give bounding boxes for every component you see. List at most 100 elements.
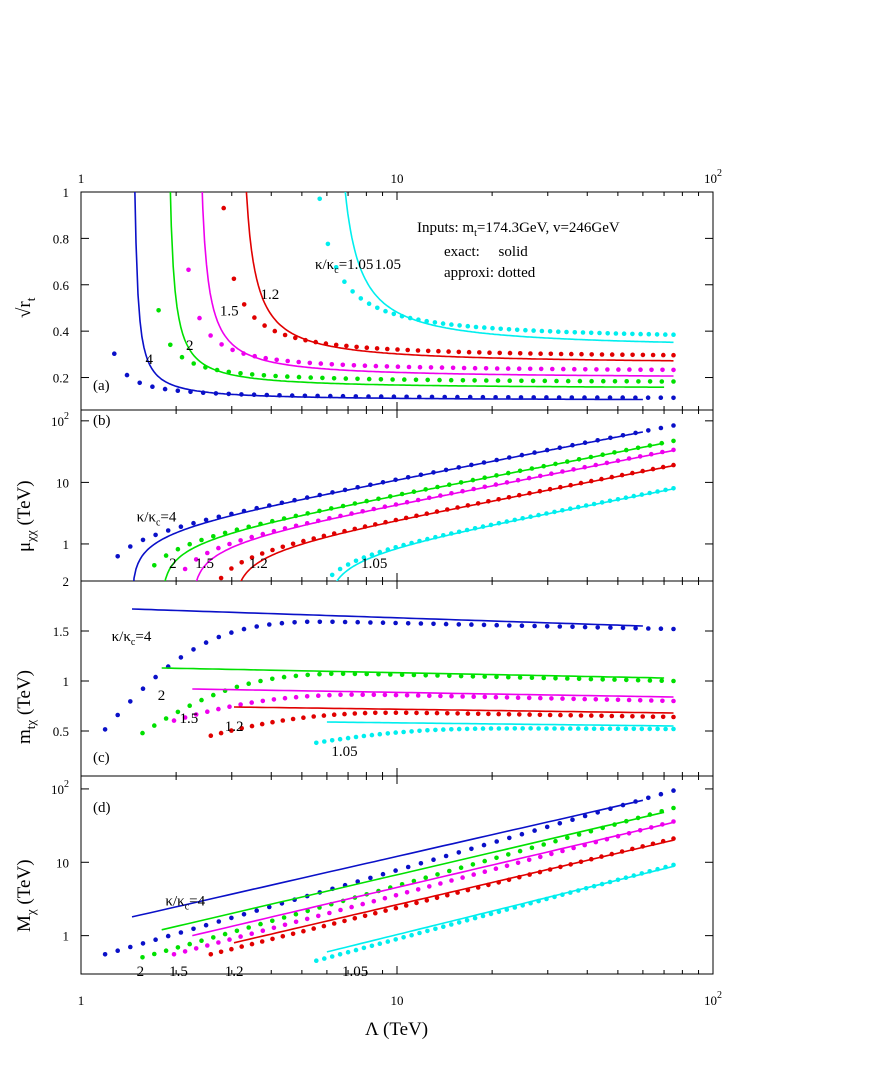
series-approx-point-4 [582,395,587,400]
series-approx-point-1_5 [360,509,366,514]
series-approx-point-1_5 [293,694,299,700]
series-approx-point-1_05 [409,540,414,546]
series-approx-point-1_2 [270,936,275,942]
series-approx-point-1_2 [477,350,482,355]
series-approx-point-4 [241,508,247,514]
series-approx-point-4 [544,395,549,400]
y-tick-label: 10 [56,475,69,490]
series-approx-point-4 [671,423,676,428]
series-approx-point-1_05 [496,726,502,731]
series-approx-point-1_05 [391,311,397,317]
series-approx-point-1_05 [536,726,541,731]
series-approx-point-1_5 [193,557,199,562]
series-approx-point-1_05 [544,896,549,902]
series-approx-point-1_5 [238,538,243,543]
series-approx-point-1_05 [639,726,645,732]
series-approx-point-1_05 [409,932,414,938]
series-approx-point-1_05 [663,332,668,337]
series-approx-point-1_5 [560,469,565,474]
series-approx-point-1_05 [369,732,375,738]
series-approx-point-1_05 [488,522,494,528]
series-approx-point-4 [254,624,259,629]
series-approx-point-1_5 [538,695,543,701]
series-approx-point-4 [203,517,209,523]
series-approx-point-1_5 [582,696,587,702]
series-approx-point-1_5 [615,833,621,839]
series-approx-point-1_2 [218,575,224,581]
series-approx-point-1_2 [568,482,573,488]
series-approx-point-2 [199,537,204,543]
series-approx-point-4 [188,389,193,395]
series-approx-point-2 [519,378,524,384]
series-approx-point-2 [565,459,570,464]
series-approx-point-1_5 [208,333,213,338]
series-exact-1_2 [233,706,674,714]
x-top-tick-label: 102 [704,168,722,186]
series-exact-1_5 [201,192,674,377]
series-approx-point-1_5 [582,842,587,848]
series-approx-point-2 [470,674,476,679]
series-approx-point-1_5 [205,709,210,714]
series-approx-point-1_5 [307,360,313,366]
series-approx-point-2 [152,563,157,568]
series-approx-point-1_2 [671,836,676,841]
series-approx-point-1_05 [597,330,602,336]
panel-c-tag: (c) [93,750,110,766]
series-exact-2 [161,811,665,931]
series-approx-point-1_5 [504,695,510,700]
series-approx-point-1_2 [270,547,275,553]
series-approx-point-1_05 [472,915,478,921]
series-approx-point-2 [494,473,499,478]
series-approx-point-1_2 [619,713,625,719]
series-approx-point-1_2 [496,497,502,502]
y-tick-label: 0.6 [53,278,70,293]
series-approx-point-4 [178,524,184,529]
series-approx-point-4 [102,727,108,732]
series-approx-point-4 [153,937,158,942]
series-approx-point-4 [115,948,120,953]
series-approx-point-1_5 [338,907,343,913]
series-approx-point-1_5 [395,364,401,370]
series-approx-point-2 [246,524,251,530]
series-approx-point-1_2 [517,351,523,356]
series-approx-point-2 [576,832,582,837]
series-approx-point-2 [460,378,466,383]
series-approx-point-1_05 [552,509,557,515]
series-approx-point-1_05 [333,265,339,270]
series-approx-point-1_5 [593,462,599,468]
series-approx-point-2 [435,673,440,678]
series-approx-point-4 [315,393,320,399]
series-approx-point-4 [140,686,146,691]
series-approx-point-1_2 [671,714,676,720]
series-approx-point-4 [595,395,600,400]
series-approx-point-4 [267,904,272,910]
series-approx-point-1_5 [526,695,532,701]
series-approx-point-4 [532,623,537,629]
series-approx-point-2 [413,377,419,383]
series-approx-point-2 [635,815,641,821]
series-exact-1_5 [192,688,674,698]
series-approx-point-1_05 [536,898,541,904]
series-approx-point-1_2 [650,466,656,472]
series-approx-point-1_05 [317,196,323,202]
series-approx-point-1_05 [314,740,319,746]
series-approx-point-1_5 [550,366,555,372]
series-approx-point-2 [238,371,243,376]
series-approx-point-1_2 [434,509,440,514]
series-approx-point-1_05 [528,726,533,731]
series-approx-point-1_2 [547,867,553,872]
series-approx-point-1_5 [382,895,388,901]
series-exact-1_05 [344,192,674,344]
series-approx-point-1_2 [455,711,460,716]
series-approx-point-1_05 [663,726,668,732]
series-approx-point-4 [153,532,158,538]
series-approx-point-4 [608,435,613,441]
series-approx-point-4 [570,442,575,448]
series-approx-point-4 [494,457,500,463]
series-approx-point-1_05 [432,320,438,325]
series-approx-point-1_05 [671,862,676,868]
series-approx-point-4 [418,621,424,626]
series-approx-point-2 [305,908,311,914]
series-approx-point-1_5 [527,366,533,372]
series-approx-point-1_5 [406,364,412,370]
